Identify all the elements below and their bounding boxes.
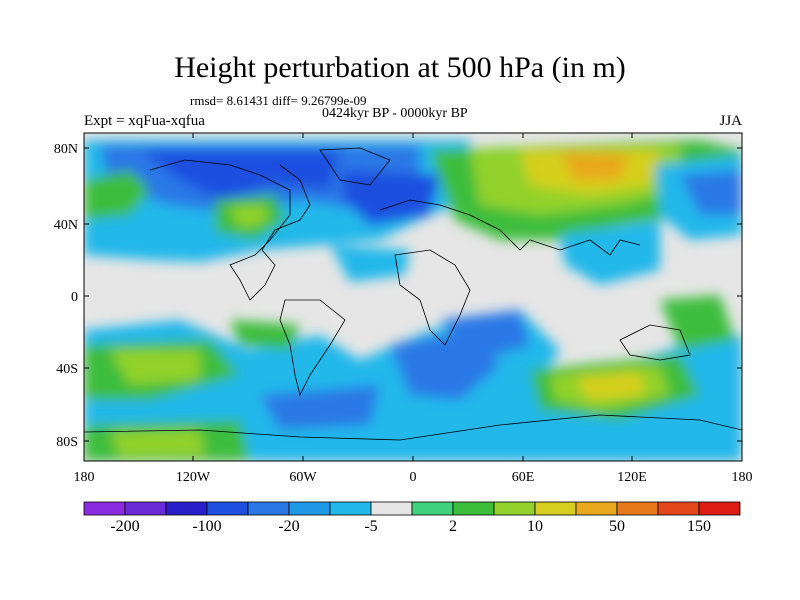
eurasia-coast — [379, 199, 641, 256]
colorbar-swatch — [247, 501, 290, 516]
green-region — [84, 170, 150, 220]
colorbar-swatch — [288, 501, 331, 516]
colorbar-swatch — [698, 501, 741, 516]
yellow-green-region — [110, 350, 200, 385]
colorbar-swatch — [493, 501, 536, 516]
greenland-coast — [319, 147, 391, 186]
experiment-label: Expt = xqFua-xqfua — [84, 113, 205, 129]
colorbar-label: -200 — [110, 518, 140, 535]
colorbar-swatch — [370, 501, 413, 516]
colorbar-swatch — [534, 501, 577, 516]
lat-tick-label: 40N — [54, 218, 78, 233]
yellow-region — [575, 372, 645, 400]
lat-tick-label: 80S — [56, 435, 78, 450]
colorbar-swatch — [411, 501, 454, 516]
blue-region — [680, 170, 742, 215]
colorbar — [83, 501, 741, 516]
lon-tick-label: 180 — [732, 470, 753, 485]
lon-tick-label: 0 — [410, 470, 417, 485]
lon-tick-label: 120W — [176, 470, 211, 485]
cyan-region — [330, 245, 410, 282]
colorbar-swatch — [657, 501, 700, 516]
orange-region — [560, 152, 630, 180]
colorbar-swatch — [452, 501, 495, 516]
colorbar-swatch — [124, 501, 167, 516]
lat-tick-label: 80N — [54, 142, 78, 157]
blue-region — [260, 385, 380, 430]
colorbar-label: 2 — [449, 518, 457, 535]
blue-region — [440, 310, 530, 360]
colorbar-swatch — [165, 501, 208, 516]
time-period-label: 0424kyr BP - 0000kyr BP — [322, 106, 468, 121]
lon-tick-label: 180 — [74, 470, 95, 485]
colorbar-label: 10 — [527, 518, 543, 535]
latitude-ticks: 80N 40N 0 40S 80S — [54, 142, 742, 450]
dark-blue-region — [340, 170, 440, 225]
colorbar-label: -100 — [192, 518, 222, 535]
colorbar-label: -20 — [278, 518, 300, 535]
colorbar-swatch — [616, 501, 659, 516]
colorbar-label: -5 — [364, 518, 378, 535]
rmsd-diff-text: rmsd= 8.61431 diff= 9.26799e-09 — [190, 93, 367, 108]
green-region — [230, 320, 300, 350]
lon-tick-label: 60E — [512, 470, 535, 485]
field-contours — [84, 133, 742, 461]
plot-title: Height perturbation at 500 hPa (in m) — [174, 51, 626, 84]
colorbar-swatch — [575, 501, 618, 516]
colorbar-swatch — [206, 501, 249, 516]
coastlines — [84, 147, 742, 441]
lat-tick-label: 0 — [71, 290, 78, 305]
yellow-green-region — [228, 205, 268, 228]
cyan-region — [560, 220, 660, 285]
australia-coast — [619, 324, 691, 361]
colorbar-labels: -200 -100 -20 -5 2 10 50 150 — [0, 518, 800, 538]
lat-tick-label: 40S — [56, 362, 78, 377]
dark-blue-region — [140, 150, 340, 200]
lon-tick-label: 60W — [289, 470, 317, 485]
antarctica-coast — [84, 414, 742, 441]
north-america-coast — [149, 159, 311, 301]
colorbar-label: 50 — [609, 518, 625, 535]
longitude-ticks: 180 120W 60W 0 60E 120E 180 — [74, 133, 753, 485]
africa-coast — [394, 249, 471, 346]
colorbar-swatch — [83, 501, 126, 516]
season-label: JJA — [719, 113, 742, 129]
lon-tick-label: 120E — [617, 470, 647, 485]
green-region — [660, 295, 735, 350]
colorbar-swatch — [329, 501, 372, 516]
south-america-coast — [279, 299, 346, 397]
yellow-green-region — [110, 430, 205, 456]
colorbar-label: 150 — [687, 518, 711, 535]
